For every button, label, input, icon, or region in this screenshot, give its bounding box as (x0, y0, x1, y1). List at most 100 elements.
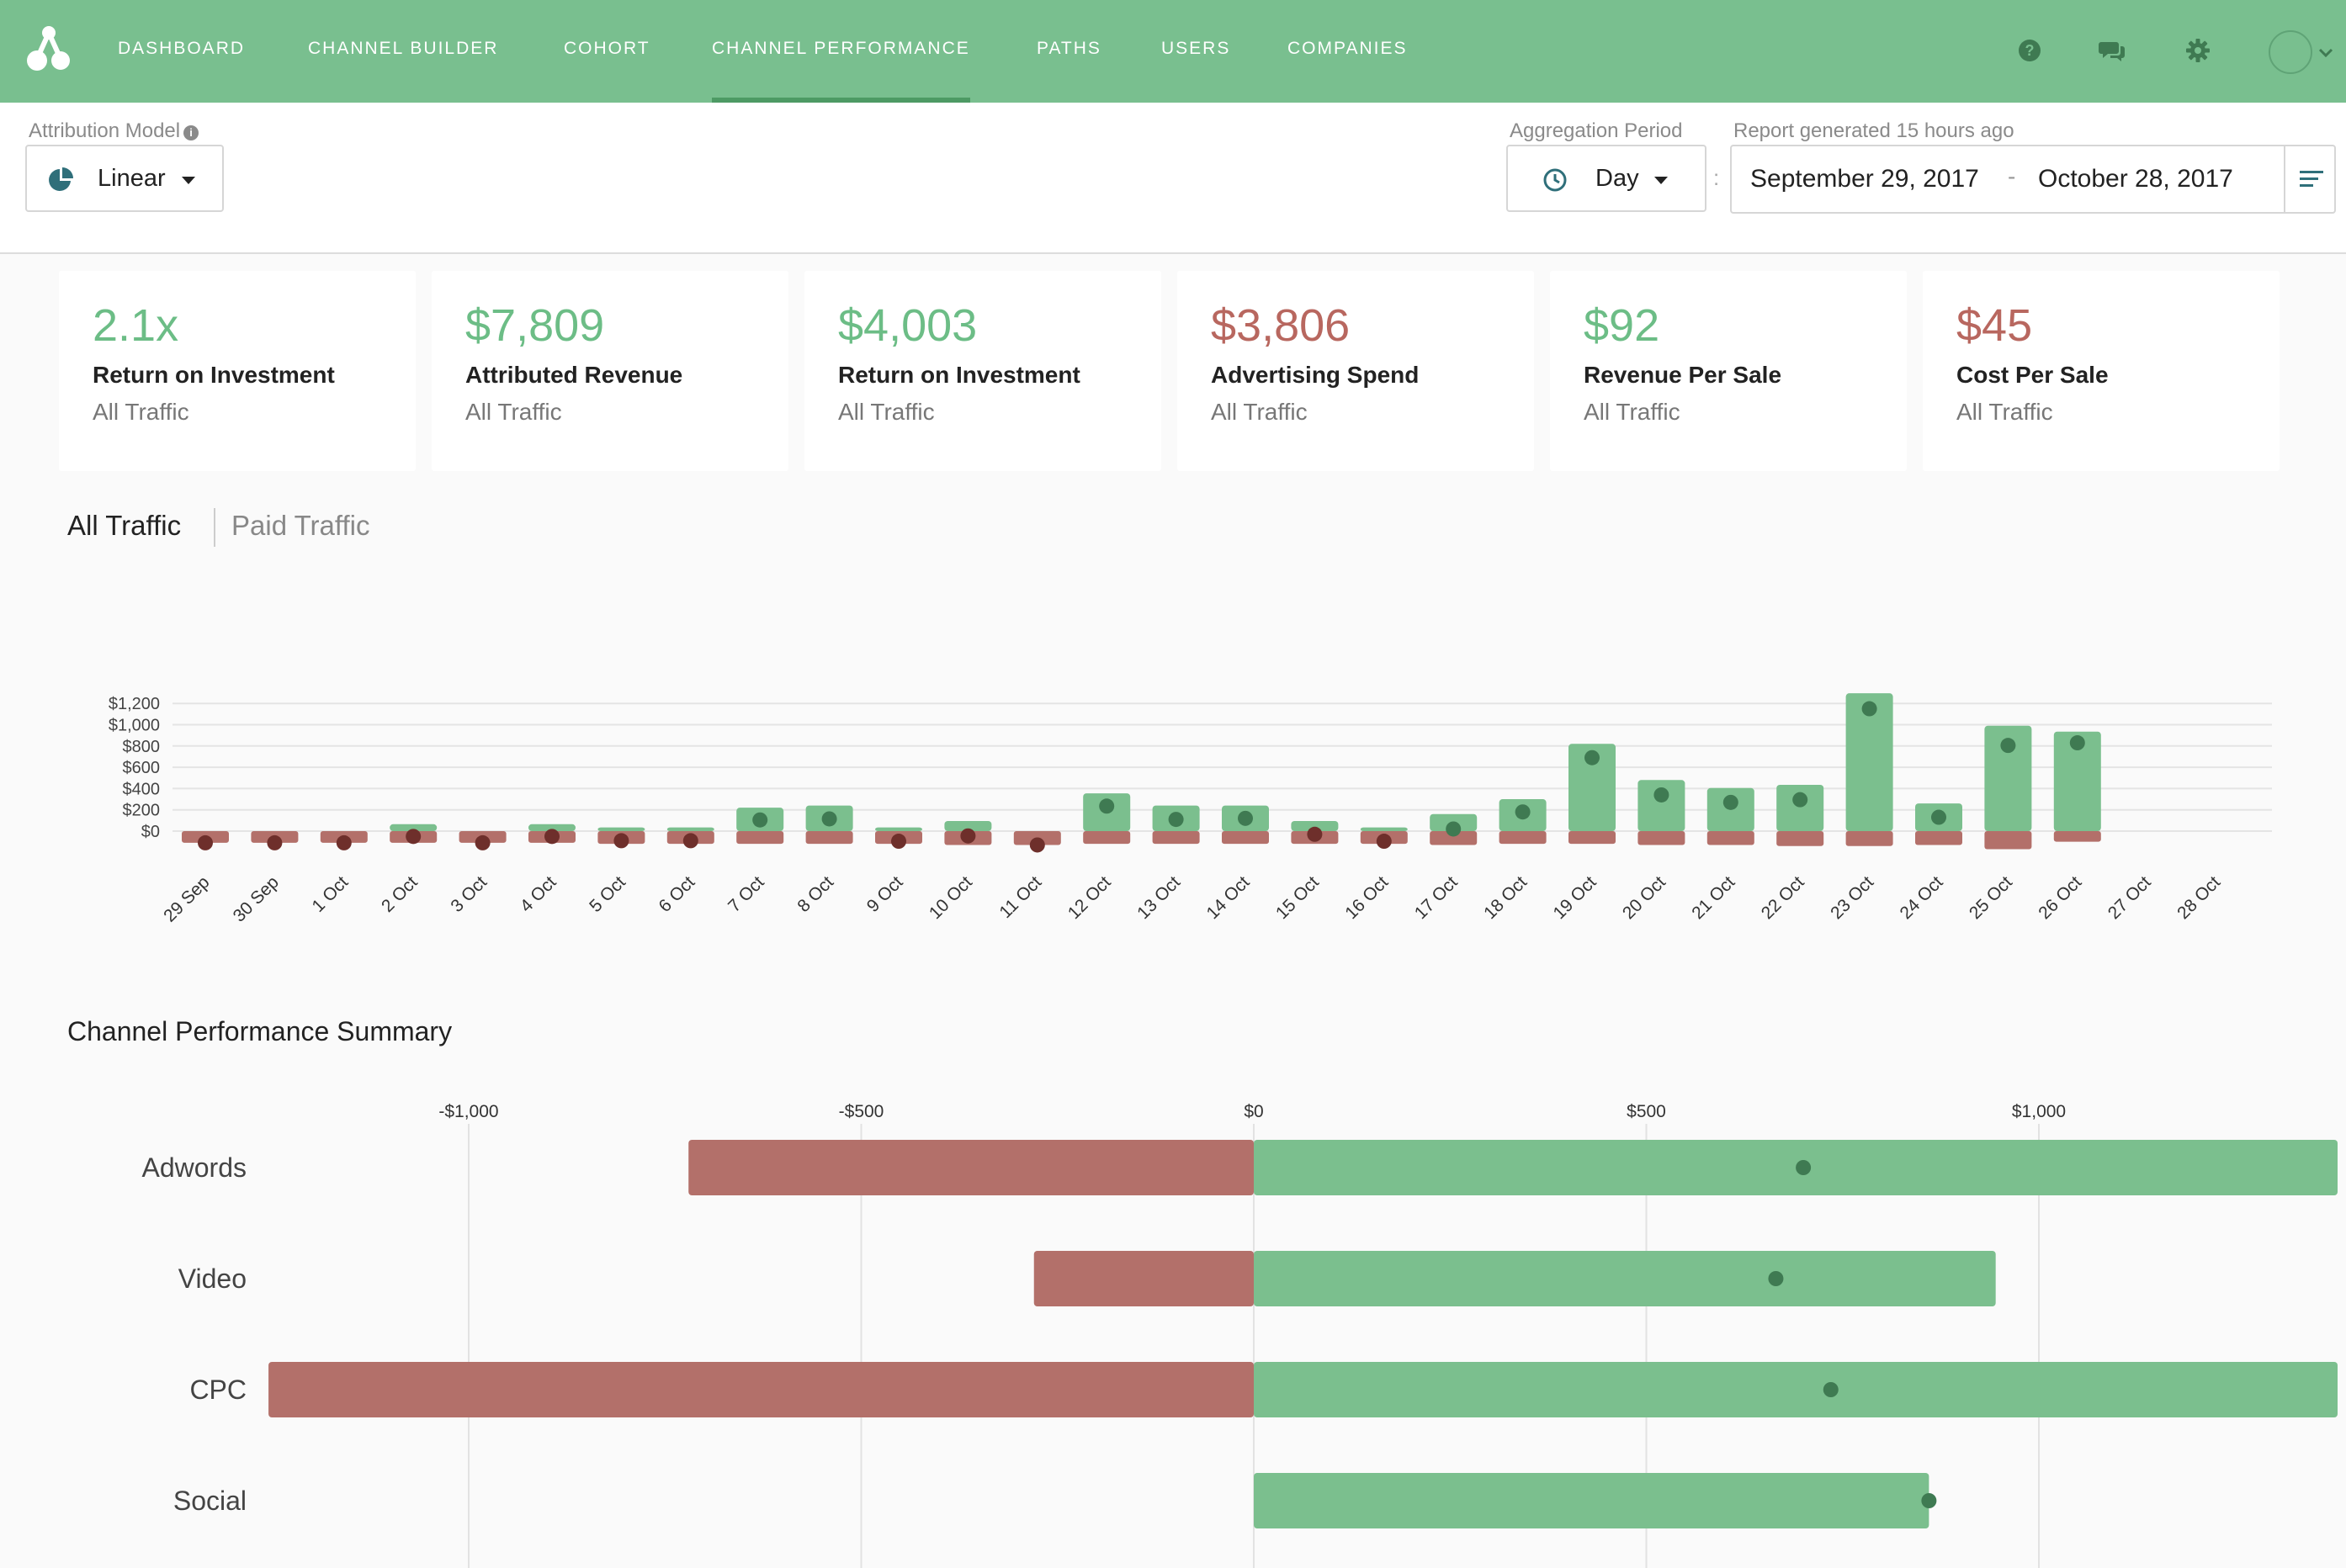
nav-users[interactable]: USERS (1161, 39, 1231, 58)
aggregation-period-value: Day (1595, 165, 1639, 192)
spend-bar (688, 1140, 1254, 1195)
x-tick-label: 12 Oct (1064, 872, 1115, 923)
kpi-value: $92 (1584, 300, 1660, 351)
x-tick-label: 9 Oct (863, 872, 907, 916)
x-tick-label: 3 Oct (447, 872, 491, 916)
spend-bar (1637, 831, 1685, 845)
x-tick-label: 21 Oct (1688, 872, 1738, 923)
x-tick-label: 5 Oct (586, 872, 629, 916)
top-nav-bar: DASHBOARD CHANNEL BUILDER COHORT CHANNEL PE… (0, 0, 2346, 103)
kpi-card: 2.1x Return on Investment All Traffic (59, 271, 416, 471)
revenue-bar (1984, 725, 2032, 831)
revenue-bar (1637, 780, 1685, 831)
kpi-label: Attributed Revenue (465, 362, 683, 388)
spend-bar (1984, 831, 2032, 850)
nav-cohort[interactable]: COHORT (564, 39, 650, 58)
chat-icon[interactable] (2099, 37, 2126, 64)
net-dot (682, 833, 698, 849)
kpi-label: Revenue Per Sale (1584, 362, 1782, 388)
date-to-field[interactable]: October 28, 2017 (2038, 165, 2233, 193)
x-tick-label: 4 Oct (517, 872, 560, 916)
channel-label: Adwords (142, 1152, 247, 1183)
x-tick-label: $0 (1244, 1102, 1263, 1121)
y-tick-label: $1,000 (109, 717, 160, 735)
net-dot (1168, 812, 1184, 828)
x-tick-label: 10 Oct (926, 872, 976, 923)
kpi-card: $45 Cost Per Sale All Traffic (1923, 271, 2280, 471)
kpi-value: $45 (1956, 300, 2033, 351)
attribution-model-label: Attribution Model i (29, 119, 199, 143)
y-tick-label: $1,200 (109, 695, 160, 713)
revenue-bar (2053, 731, 2101, 831)
date-from-field[interactable]: September 29, 2017 (1750, 165, 1979, 193)
x-tick-label: 13 Oct (1133, 872, 1184, 923)
spend-bar (1083, 831, 1131, 845)
date-separator: - (2008, 163, 2016, 189)
channel-label: Video (178, 1263, 247, 1294)
tab-all-traffic[interactable]: All Traffic (67, 510, 182, 541)
net-dot (1796, 1160, 1812, 1175)
net-dot (1653, 787, 1669, 803)
net-dot (544, 829, 560, 845)
spend-bar (1222, 831, 1269, 845)
x-tick-label: 18 Oct (1480, 872, 1531, 923)
caret-down-icon (1654, 177, 1668, 184)
kpi-value: 2.1x (93, 300, 179, 351)
chevron-down-icon[interactable] (2317, 47, 2334, 59)
x-tick-label: 2 Oct (378, 872, 422, 916)
user-avatar[interactable] (2269, 30, 2312, 74)
net-dot (1099, 798, 1115, 814)
x-tick-label: $1,000 (2012, 1102, 2066, 1121)
net-dot (613, 833, 629, 849)
attribution-model-dropdown[interactable]: Linear (25, 145, 224, 212)
report-generated-text: Report generated 15 hours ago (1733, 119, 2014, 142)
kpi-subtitle: All Traffic (838, 399, 935, 425)
net-dot (267, 834, 283, 850)
nav-companies[interactable]: COMPANIES (1287, 39, 1408, 58)
net-dot (1792, 792, 1808, 808)
revenue-bar (875, 827, 922, 831)
nav-paths[interactable]: PATHS (1037, 39, 1101, 58)
x-tick-label: 17 Oct (1411, 872, 1462, 923)
revenue-bar (1568, 744, 1616, 831)
nav-dashboard[interactable]: DASHBOARD (118, 39, 246, 58)
spend-bar (2053, 831, 2101, 842)
tab-paid-traffic[interactable]: Paid Traffic (231, 510, 370, 541)
nav-channel-performance[interactable]: CHANNEL PERFORMANCE (712, 39, 970, 103)
caret-down-icon (182, 177, 195, 184)
x-tick-label: 22 Oct (1758, 872, 1808, 923)
x-tick-label: 14 Oct (1203, 872, 1254, 923)
spend-bar (736, 831, 784, 845)
net-dot (2069, 735, 2085, 751)
revenue-bar (390, 824, 438, 831)
spend-bar (1706, 831, 1754, 845)
filter-menu-button[interactable] (2284, 146, 2336, 212)
revenue-bar (944, 820, 992, 831)
revenue-bar (1845, 693, 1893, 831)
aggregation-period-label: Aggregation Period (1510, 119, 1683, 142)
kpi-subtitle: All Traffic (1584, 399, 1680, 425)
info-icon[interactable]: i (183, 125, 199, 140)
aggregation-period-dropdown[interactable]: Day (1506, 145, 1706, 212)
kpi-subtitle: All Traffic (1211, 399, 1308, 425)
y-tick-label: $800 (123, 738, 161, 756)
x-tick-label: 26 Oct (2035, 872, 2085, 923)
kpi-value: $7,809 (465, 300, 605, 351)
help-icon[interactable]: ? (2016, 37, 2043, 64)
net-dot (752, 812, 768, 828)
net-dot (1584, 750, 1600, 765)
x-tick-label: -$1,000 (438, 1102, 498, 1121)
gear-icon[interactable] (2184, 37, 2211, 64)
nav-channel-builder[interactable]: CHANNEL BUILDER (308, 39, 499, 58)
x-tick-label: 16 Oct (1341, 872, 1392, 923)
x-tick-label: 11 Oct (995, 872, 1045, 922)
kpi-card: $3,806 Advertising Spend All Traffic (1177, 271, 1534, 471)
y-tick-label: $600 (123, 759, 161, 777)
app-logo-icon[interactable] (25, 25, 72, 72)
net-dot (336, 834, 352, 850)
revenue-bar (528, 824, 576, 831)
kpi-label: Return on Investment (93, 362, 335, 388)
y-tick-label: $200 (123, 802, 161, 820)
revenue-bar (597, 827, 645, 831)
spend-bar (1845, 831, 1893, 846)
